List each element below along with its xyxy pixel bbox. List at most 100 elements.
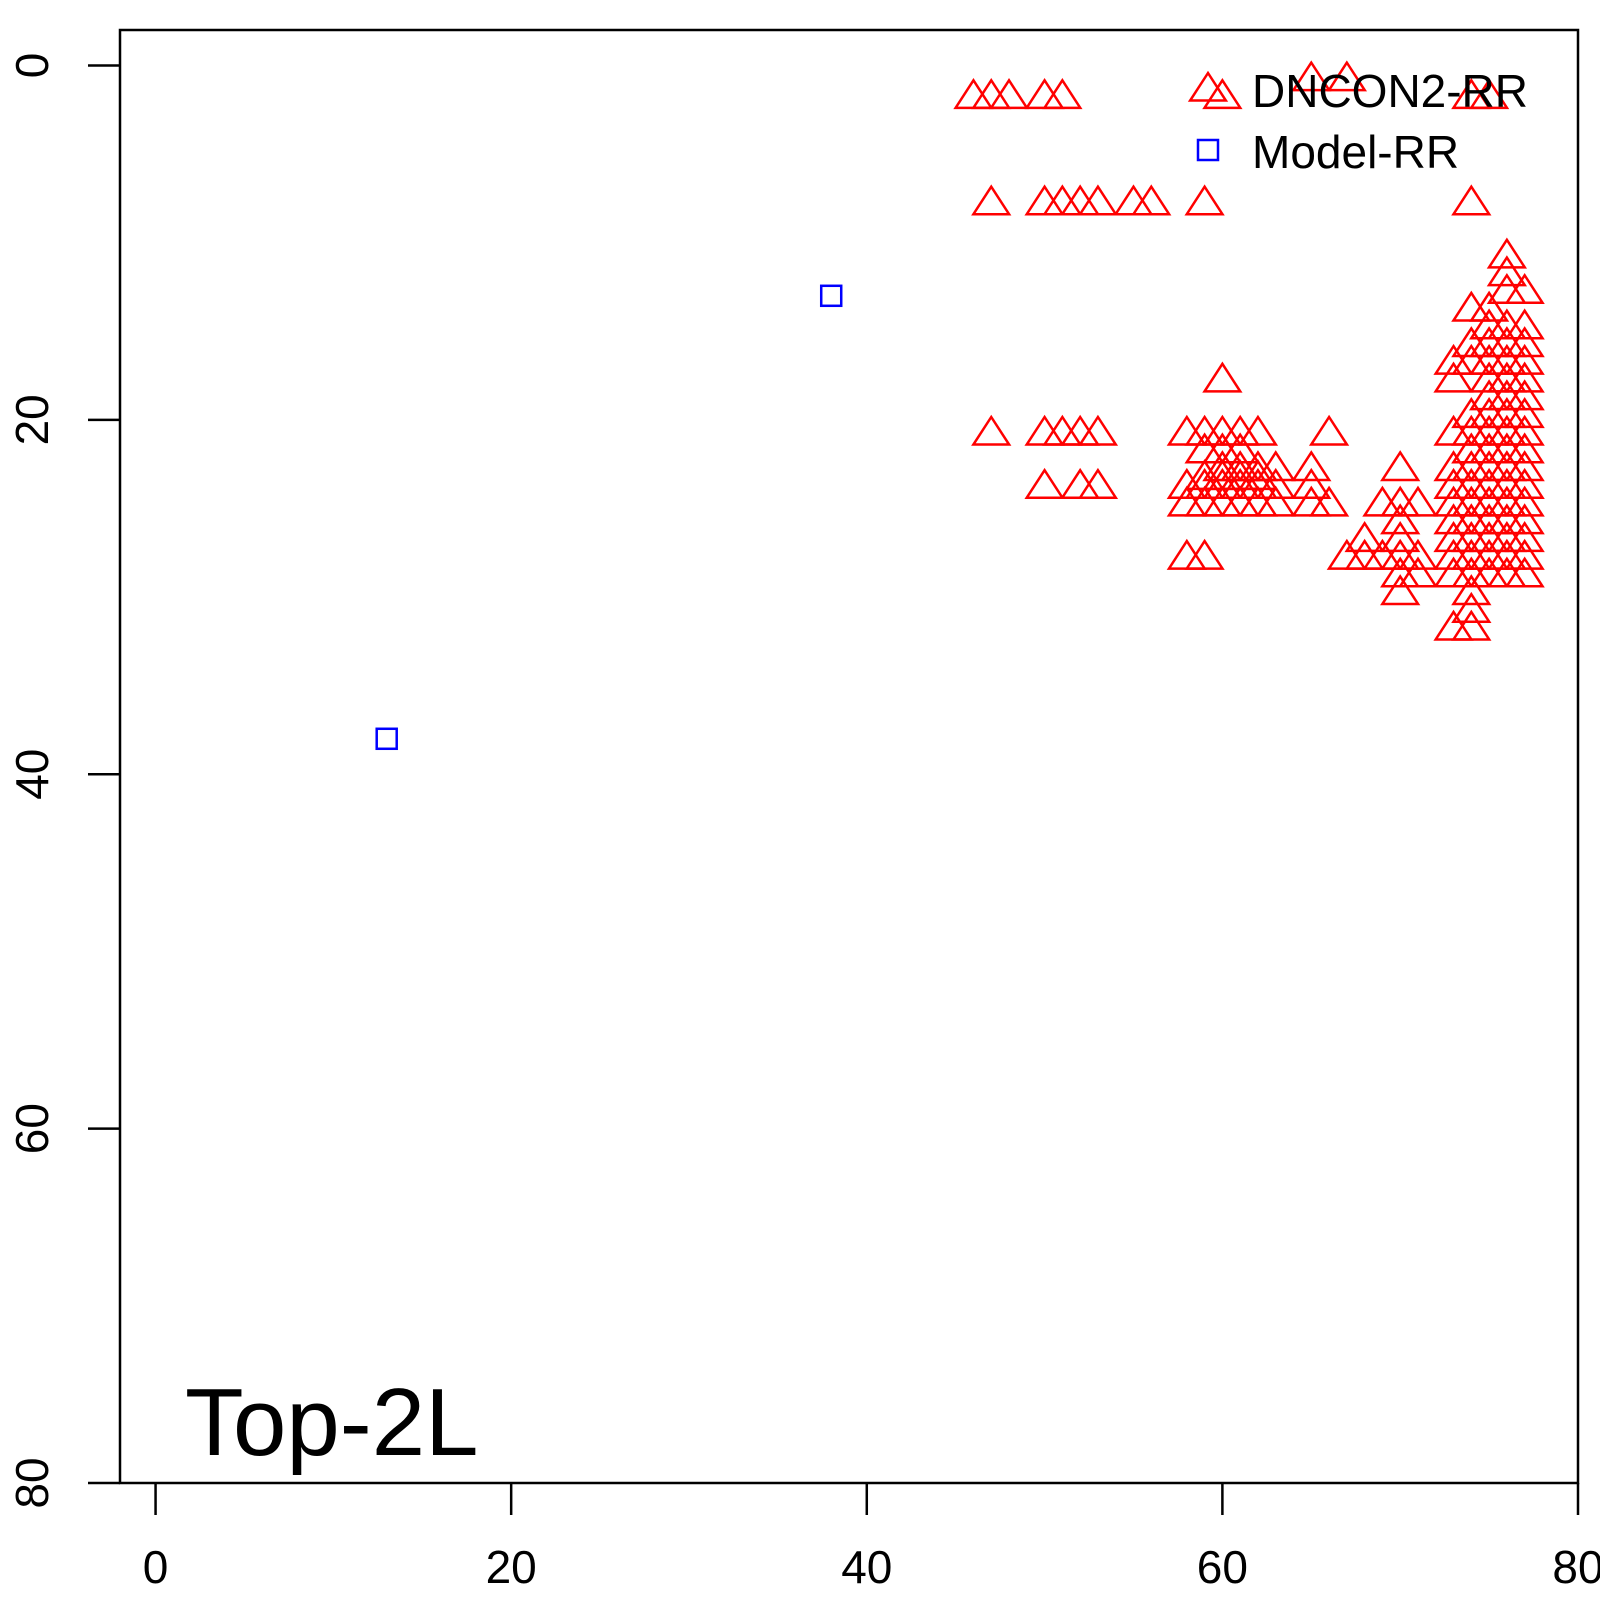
- series-dncon2-rr: [953, 60, 1545, 641]
- point-dncon2-rr: [1468, 521, 1510, 553]
- y-axis: 0 20 40 60 80: [6, 53, 120, 1509]
- point-dncon2-rr: [1202, 361, 1243, 393]
- point-dncon2-rr: [1451, 396, 1492, 429]
- point-dncon2-rr: [1504, 485, 1545, 517]
- point-dncon2-rr: [1451, 503, 1492, 535]
- point-dncon2-rr: [1166, 538, 1207, 570]
- point-dncon2-rr: [1451, 591, 1492, 623]
- legend-label-model-rr: Model-RR: [1252, 126, 1459, 178]
- point-dncon2-rr: [1397, 485, 1439, 517]
- point-dncon2-rr: [1486, 308, 1528, 340]
- point-dncon2-rr: [1486, 414, 1528, 446]
- x-tick-label: 20: [486, 1541, 537, 1593]
- point-dncon2-rr: [1220, 432, 1261, 464]
- point-dncon2-rr: [1362, 538, 1403, 570]
- point-dncon2-rr: [1059, 184, 1101, 216]
- point-dncon2-rr: [1184, 538, 1225, 570]
- point-dncon2-rr: [1486, 379, 1528, 411]
- y-tick-label: 20: [6, 394, 58, 445]
- point-dncon2-rr: [1380, 485, 1421, 517]
- point-dncon2-rr: [1504, 467, 1545, 499]
- point-dncon2-rr: [1451, 467, 1492, 499]
- point-dncon2-rr: [1291, 467, 1332, 499]
- point-dncon2-rr: [1486, 343, 1528, 375]
- point-dncon2-rr: [1291, 450, 1332, 482]
- point-dncon2-rr: [1504, 379, 1545, 411]
- point-dncon2-rr: [1077, 467, 1119, 499]
- point-dncon2-rr: [1486, 361, 1528, 393]
- point-dncon2-rr: [1468, 503, 1510, 535]
- point-dncon2-rr: [1397, 538, 1439, 570]
- point-dncon2-rr: [1451, 574, 1492, 606]
- point-dncon2-rr: [1380, 521, 1421, 553]
- point-dncon2-rr: [1486, 450, 1528, 482]
- point-dncon2-rr: [1468, 361, 1510, 393]
- point-dncon2-rr: [1504, 272, 1545, 305]
- point-dncon2-rr: [1326, 538, 1368, 570]
- point-dncon2-rr: [1486, 521, 1528, 553]
- point-dncon2-rr: [1486, 255, 1528, 287]
- point-dncon2-rr: [1486, 432, 1528, 464]
- x-axis: 0 20 40 60 80: [143, 1483, 1600, 1593]
- point-dncon2-rr: [1380, 503, 1421, 535]
- point-dncon2-rr: [1504, 396, 1545, 429]
- point-dncon2-rr: [1486, 326, 1528, 358]
- point-dncon2-rr: [1433, 538, 1474, 570]
- point-dncon2-rr: [1486, 538, 1528, 570]
- point-dncon2-rr: [1468, 326, 1510, 358]
- legend-entry-model-rr: Model-RR: [1196, 126, 1459, 178]
- point-dncon2-rr: [1308, 414, 1350, 446]
- point-dncon2-rr: [1451, 538, 1492, 570]
- legend-marker-dncon2-rr: [1187, 70, 1229, 102]
- point-dncon2-rr: [1166, 414, 1207, 446]
- point-dncon2-rr: [971, 414, 1012, 446]
- point-dncon2-rr: [1486, 467, 1528, 499]
- point-dncon2-rr: [1184, 414, 1225, 446]
- point-dncon2-rr: [1486, 237, 1528, 269]
- point-dncon2-rr: [1202, 78, 1243, 110]
- point-dncon2-rr: [1237, 467, 1279, 499]
- point-dncon2-rr: [1504, 432, 1545, 464]
- point-dncon2-rr: [1433, 503, 1474, 535]
- point-dncon2-rr: [1433, 485, 1474, 517]
- point-dncon2-rr: [1184, 467, 1225, 499]
- point-dncon2-rr: [1468, 538, 1510, 570]
- point-dncon2-rr: [1451, 556, 1492, 588]
- point-dncon2-rr: [1380, 450, 1421, 482]
- plot-annotation: Top-2L: [185, 1369, 479, 1476]
- point-dncon2-rr: [1220, 467, 1261, 499]
- point-dncon2-rr: [1468, 343, 1510, 375]
- point-dncon2-rr: [1468, 396, 1510, 429]
- plot-frame: [118, 28, 1580, 1485]
- point-dncon2-rr: [1202, 414, 1243, 446]
- point-dncon2-rr: [1468, 414, 1510, 446]
- point-dncon2-rr: [1468, 485, 1510, 517]
- point-dncon2-rr: [1486, 485, 1528, 517]
- point-dncon2-rr: [1113, 184, 1154, 216]
- point-dncon2-rr: [1433, 609, 1474, 641]
- point-dncon2-rr: [1024, 184, 1065, 216]
- point-dncon2-rr: [1291, 60, 1332, 92]
- point-dncon2-rr: [1504, 538, 1545, 570]
- point-dncon2-rr: [1397, 556, 1439, 588]
- point-dncon2-rr: [953, 78, 994, 110]
- point-dncon2-rr: [988, 78, 1030, 110]
- point-dncon2-rr: [1451, 450, 1492, 482]
- y-tick-label: 0: [6, 53, 58, 79]
- point-dncon2-rr: [1059, 414, 1101, 446]
- point-dncon2-rr: [1486, 396, 1528, 429]
- point-dncon2-rr: [1059, 467, 1101, 499]
- point-dncon2-rr: [1202, 467, 1243, 499]
- point-dncon2-rr: [1380, 556, 1421, 588]
- point-dncon2-rr: [1220, 414, 1261, 446]
- point-dncon2-rr: [1255, 467, 1296, 499]
- point-dncon2-rr: [1291, 485, 1332, 517]
- point-dncon2-rr: [1504, 450, 1545, 482]
- point-dncon2-rr: [1504, 556, 1545, 588]
- point-dncon2-rr: [1486, 272, 1528, 305]
- point-dncon2-rr: [1504, 503, 1545, 535]
- point-dncon2-rr: [1468, 432, 1510, 464]
- point-dncon2-rr: [1380, 538, 1421, 570]
- point-dncon2-rr: [1024, 414, 1065, 446]
